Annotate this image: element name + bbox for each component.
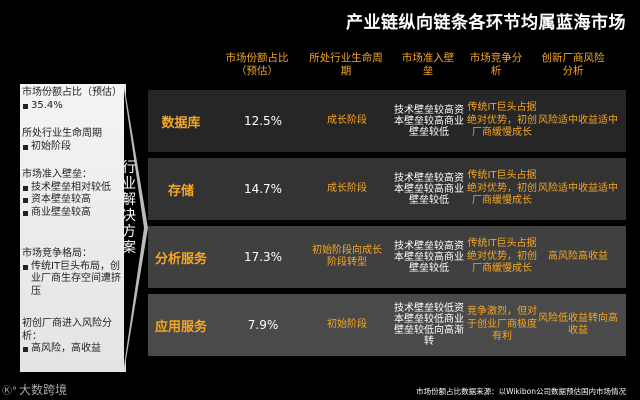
- table-row: 存储 14.7% 成长阶段 技术壁垒较高资本壁垒较高商业壁垒较低 传统IT巨头占…: [148, 158, 626, 220]
- brand-logo: Ⓚ° 大数跨境: [2, 381, 67, 398]
- risk-analysis: 风险低收益转向高收益: [538, 313, 618, 336]
- legend-lifecycle: 所处行业生命周期 初始阶段: [22, 128, 122, 153]
- entry-barrier: 技术壁垒较高资本壁垒较高商业壁垒较低: [394, 240, 464, 274]
- table-row: 应用服务 7.9% 初始阶段 技术壁垒较低资本壁垒较低商业壁垒较低向高渐转 竞争…: [148, 294, 626, 356]
- legend-item: 高风险，高收益: [22, 343, 122, 356]
- header-competition: 市场竞争分析: [469, 52, 523, 77]
- market-share: 17.3%: [243, 250, 283, 264]
- lifecycle-stage: 成长阶段: [327, 183, 367, 194]
- segment-name: 分析服务: [154, 251, 207, 267]
- legend-item: 初始阶段: [22, 141, 122, 154]
- legend-head: 所处行业生命周期: [22, 128, 102, 139]
- legend-risk: 初创厂商进入风险分析： 高风险，高收益: [22, 318, 122, 356]
- competition-analysis: 传统IT巨头占据绝对优势，初创厂商缓慢成长: [467, 170, 537, 207]
- lifecycle-stage: 初始阶段: [327, 319, 367, 330]
- legend-barrier: 市场准入壁垒： 技术壁垒相对较低 资本壁垒较高 商业壁垒较高: [22, 169, 122, 219]
- header-market-share: 市场份额占比（预估）: [225, 52, 289, 77]
- bracket-connector-inner: [124, 90, 144, 366]
- legend-head: 市场竞争格局：: [22, 248, 92, 259]
- legend-item: 传统IT巨头布局，创业厂商生存空间遭挤压: [22, 261, 122, 299]
- legend-item: 资本壁垒较高: [22, 194, 122, 207]
- competition-analysis: 竞争激烈，但对于创业厂商极度有利: [467, 306, 537, 343]
- entry-barrier: 技术壁垒较低资本壁垒较低商业壁垒较低向高渐转: [394, 303, 464, 347]
- competition-analysis: 传统IT巨头占据绝对优势，初创厂商缓慢成长: [467, 102, 537, 139]
- risk-analysis: 风险适中收益适中: [538, 115, 618, 126]
- market-share: 7.9%: [247, 318, 279, 332]
- legend-competition: 市场竞争格局： 传统IT巨头布局，创业厂商生存空间遭挤压: [22, 248, 122, 298]
- header-risk: 创新厂商风险分析: [541, 52, 605, 77]
- page-title: 产业链纵向链条各环节均属蓝海市场: [346, 13, 626, 33]
- legend-share: 市场份额占比（预估） 35.4%: [22, 87, 122, 112]
- legend-head: 市场准入壁垒：: [22, 169, 92, 180]
- competition-analysis: 传统IT巨头占据绝对优势，初创厂商缓慢成长: [467, 238, 537, 275]
- lifecycle-stage: 初始阶段向成长阶段转型: [312, 245, 382, 268]
- market-share: 12.5%: [243, 114, 283, 128]
- risk-analysis: 风险适中收益适中: [538, 183, 618, 194]
- lifecycle-stage: 成长阶段: [327, 115, 367, 126]
- legend-head: 初创厂商进入风险分析：: [22, 318, 112, 342]
- risk-analysis: 高风险高收益: [548, 251, 608, 262]
- entry-barrier: 技术壁垒较高资本壁垒较高商业壁垒较低: [394, 104, 464, 138]
- header-entry-barrier: 市场准入壁垒: [401, 52, 455, 77]
- segment-name: 应用服务: [154, 319, 207, 335]
- logo-text: 大数跨境: [19, 383, 68, 397]
- vertical-label: 行业解决方案: [122, 160, 136, 256]
- legend-panel: 市场份额占比（预估） 35.4% 所处行业生命周期 初始阶段 市场准入壁垒： 技…: [20, 84, 126, 372]
- table-row: 数据库 12.5% 成长阶段 技术壁垒较高资本壁垒较高商业壁垒较低 传统IT巨头…: [148, 90, 626, 152]
- legend-item: 商业壁垒较高: [22, 207, 122, 220]
- legend-item: 35.4%: [22, 100, 122, 113]
- entry-barrier: 技术壁垒较高资本壁垒较高商业壁垒较低: [394, 172, 464, 206]
- legend-item: 技术壁垒相对较低: [22, 182, 122, 195]
- header-lifecycle: 所处行业生命周期: [309, 52, 383, 77]
- market-share: 14.7%: [243, 182, 283, 196]
- table-row: 分析服务 17.3% 初始阶段向成长阶段转型 技术壁垒较高资本壁垒较高商业壁垒较…: [148, 226, 626, 288]
- segment-name: 存储: [167, 183, 194, 199]
- segment-name: 数据库: [161, 115, 201, 131]
- legend-head: 市场份额占比（预估）: [22, 87, 122, 98]
- source-footnote: 市场份额占比数据来源：以Wikibon公司数据预估国内市场情况: [416, 387, 626, 396]
- logo-icon: Ⓚ°: [2, 386, 17, 397]
